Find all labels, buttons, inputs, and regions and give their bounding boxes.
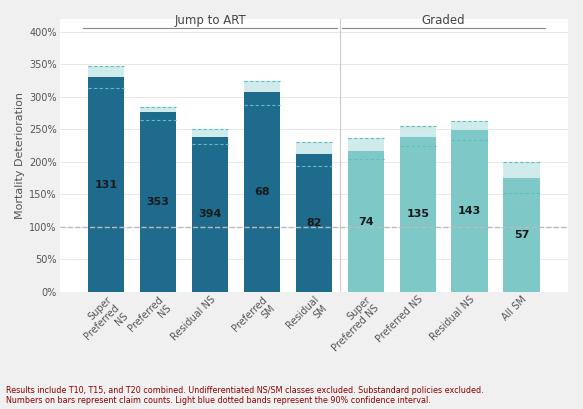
Text: 57: 57	[514, 230, 529, 240]
Bar	[296, 154, 332, 292]
Text: 135: 135	[406, 209, 429, 219]
Text: 82: 82	[306, 218, 322, 228]
Bar	[140, 112, 176, 292]
Text: 74: 74	[358, 216, 374, 227]
Y-axis label: Mortality Deterioration: Mortality Deterioration	[15, 92, 25, 219]
Text: 131: 131	[94, 180, 118, 189]
Text: 394: 394	[198, 209, 222, 219]
Text: 353: 353	[147, 197, 170, 207]
Bar	[244, 92, 280, 292]
Bar	[88, 77, 124, 292]
Text: Results include T10, T15, and T20 combined. Undifferentiated NS/SM classes exclu: Results include T10, T15, and T20 combin…	[6, 386, 483, 405]
Text: 68: 68	[254, 187, 270, 197]
Bar	[347, 151, 384, 292]
Bar	[503, 178, 540, 292]
Bar	[192, 137, 228, 292]
Text: 143: 143	[458, 206, 481, 216]
Text: Jump to ART: Jump to ART	[174, 14, 246, 27]
Bar	[451, 130, 488, 292]
Bar	[399, 137, 436, 292]
Text: Graded: Graded	[422, 14, 465, 27]
